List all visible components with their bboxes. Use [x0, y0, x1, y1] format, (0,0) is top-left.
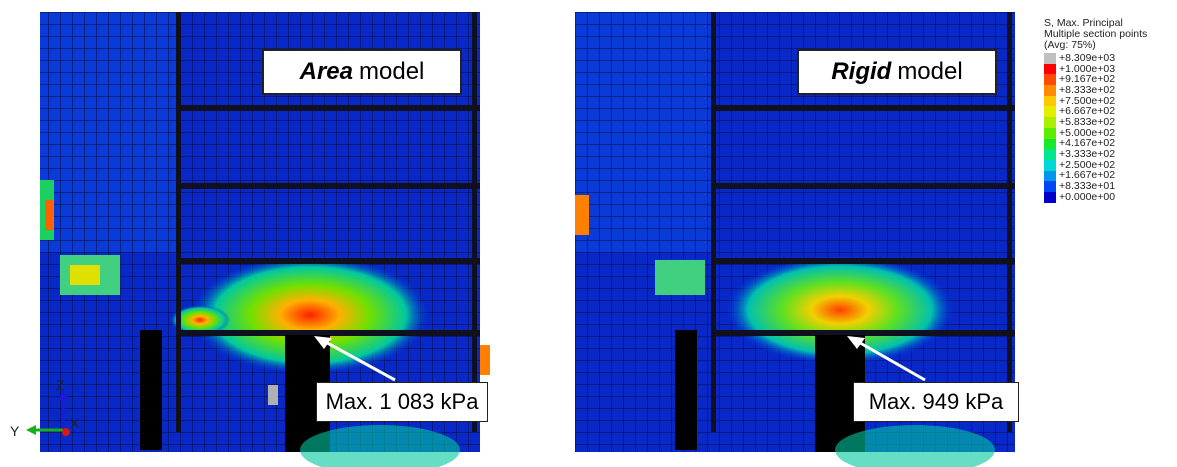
rigid-max-label: Max. 949 kPa: [853, 382, 1019, 422]
legend-entry: +8.333e+01: [1044, 181, 1147, 192]
z-axis-label: Z: [56, 378, 65, 393]
area-model-label: Area model: [262, 49, 462, 95]
legend-title-line2: Multiple section points: [1044, 28, 1148, 40]
legend-value: +8.333e+02: [1059, 83, 1116, 96]
legend-swatch: [1044, 181, 1056, 192]
legend-swatch: [1044, 191, 1056, 203]
legend-value: +5.833e+02: [1059, 115, 1116, 128]
x-axis-marker: [62, 428, 70, 436]
legend-entry: +5.000e+02: [1044, 126, 1147, 139]
legend-scale: +8.309e+03 +1.000e+03 +9.167e+02 +8.333e+02…: [1044, 51, 1147, 203]
legend-value: +2.500e+02: [1059, 158, 1116, 171]
legend-swatch: [1044, 117, 1056, 128]
legend-swatch: [1044, 138, 1056, 150]
legend-swatch: [1044, 170, 1056, 182]
legend-entry: +9.167e+02: [1044, 73, 1147, 86]
legend-value: +1.000e+03: [1059, 62, 1116, 75]
legend-swatch: [1044, 53, 1056, 64]
legend-entry: +3.333e+02: [1044, 149, 1147, 160]
stress-legend: S, Max. Principal Multiple section point…: [1044, 18, 1147, 203]
area-model-label-rest: model: [359, 58, 425, 85]
legend-value: +6.667e+02: [1059, 105, 1116, 118]
legend-value: +3.333e+02: [1059, 148, 1116, 161]
legend-entry: +8.309e+03: [1044, 51, 1147, 64]
legend-value: +9.167e+02: [1059, 73, 1116, 86]
legend-entry: +8.333e+02: [1044, 83, 1147, 96]
rigid-max-arrow: [847, 336, 926, 382]
area-model-label-emph: Area: [299, 58, 353, 85]
legend-swatch: [1044, 95, 1056, 107]
area-model-panel: Area model Max. 1 083 kPa: [0, 0, 500, 467]
legend-value: +4.167e+02: [1059, 137, 1116, 150]
z-axis-arrowhead: [58, 390, 68, 400]
legend-entry: +2.500e+02: [1044, 158, 1147, 171]
legend-entry: +6.667e+02: [1044, 105, 1147, 118]
legend-entry: +1.000e+03: [1044, 62, 1147, 75]
legend-entry: +5.833e+02: [1044, 115, 1147, 128]
legend-swatch: [1044, 159, 1056, 171]
legend-title-line1: S, Max. Principal: [1044, 17, 1123, 29]
area-max-label: Max. 1 083 kPa: [316, 382, 488, 422]
legend-value: +7.500e+02: [1059, 94, 1116, 107]
legend-title-line3: (Avg: 75%): [1044, 39, 1096, 51]
legend-entry: +0.000e+00: [1044, 190, 1147, 203]
legend-swatch: [1044, 63, 1056, 75]
rigid-model-panel: Rigid model Max. 949 kPa: [575, 0, 1035, 467]
axis-triad: Z Y X: [10, 378, 80, 439]
y-axis-arrowhead: [26, 425, 36, 435]
x-axis-label: X: [70, 415, 80, 431]
legend-swatch: [1044, 85, 1056, 96]
legend-value: +1.667e+02: [1059, 169, 1116, 182]
legend-entry: +4.167e+02: [1044, 137, 1147, 150]
rigid-model-label-rest: model: [897, 58, 963, 85]
legend-entry: +1.667e+02: [1044, 169, 1147, 182]
legend-value: +8.333e+01: [1059, 180, 1116, 193]
legend-value: +8.309e+03: [1059, 51, 1116, 64]
legend-value: +5.000e+02: [1059, 126, 1116, 139]
area-max-arrow: [314, 336, 396, 382]
y-axis-label: Y: [10, 423, 20, 439]
rigid-model-label-emph: Rigid: [831, 58, 892, 85]
legend-swatch: [1044, 106, 1056, 118]
legend-entry: +7.500e+02: [1044, 94, 1147, 107]
legend-swatch: [1044, 127, 1056, 139]
legend-value: +0.000e+00: [1059, 190, 1116, 203]
legend-swatch: [1044, 149, 1056, 160]
rigid-model-label: Rigid model: [797, 49, 997, 95]
legend-swatch: [1044, 74, 1056, 86]
